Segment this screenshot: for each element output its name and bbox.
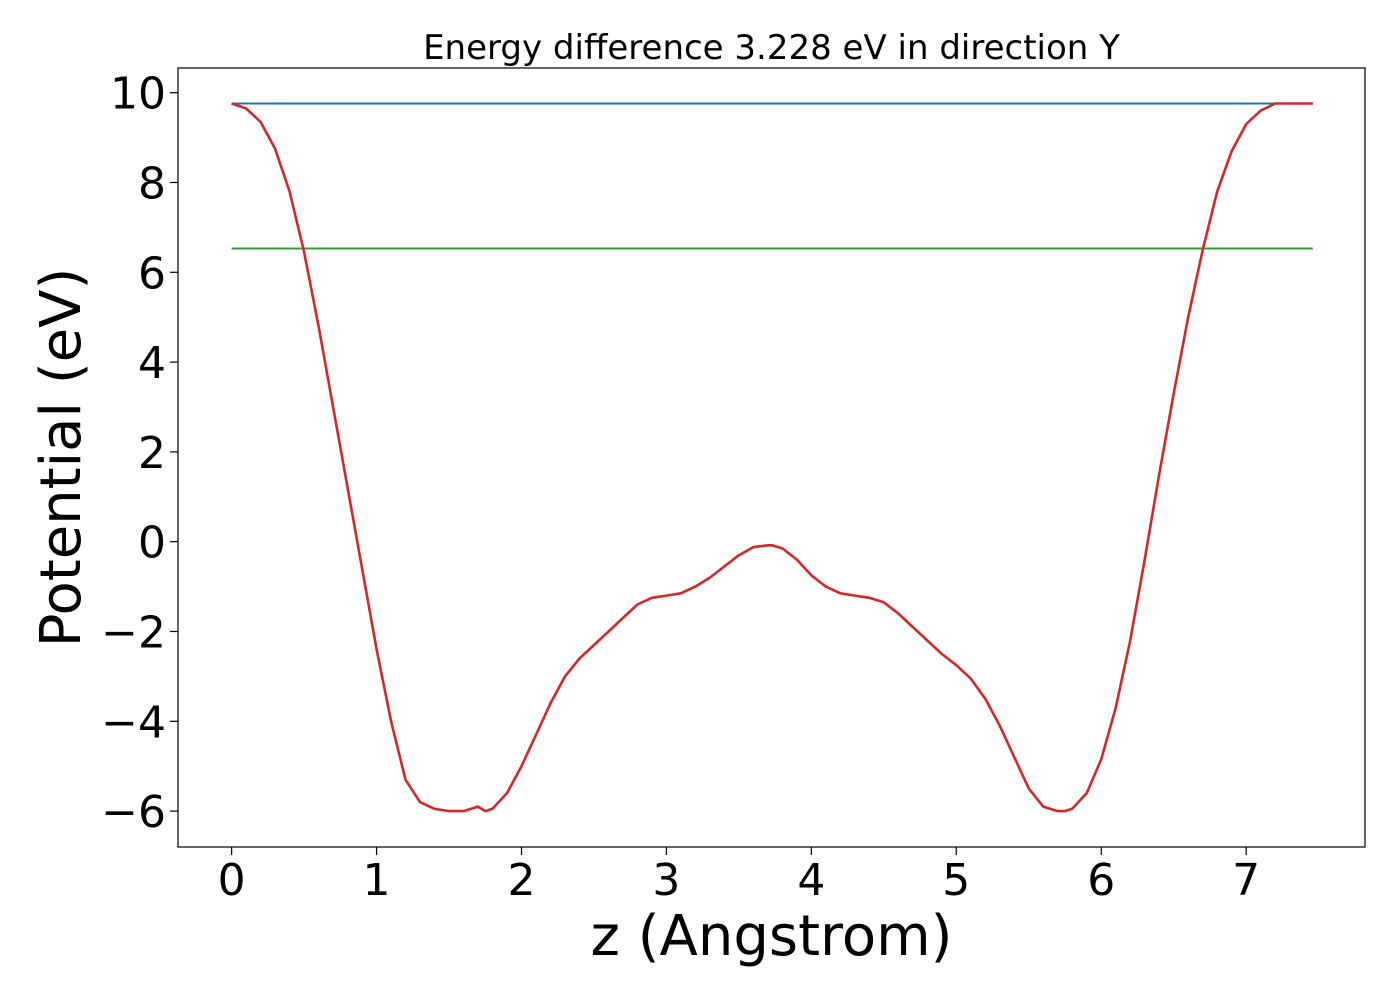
x-tick-label: 4 (797, 855, 825, 906)
y-tick-label: −4 (101, 697, 166, 748)
y-tick-label: −2 (101, 607, 166, 658)
y-tick-label: 2 (138, 428, 166, 479)
x-axis-label: z (Angstrom) (591, 904, 953, 969)
x-tick-label: 1 (363, 855, 391, 906)
y-tick-label: 4 (138, 338, 166, 389)
plot-lines (231, 102, 1313, 813)
y-tick-label: −6 (101, 787, 166, 838)
x-axis: 0 1 2 3 4 5 6 7 (218, 847, 1260, 906)
series-line-3 (231, 102, 1313, 813)
x-tick-label: 5 (942, 855, 970, 906)
x-tick-label: 7 (1232, 855, 1260, 906)
y-tick-label: 8 (138, 158, 166, 209)
y-axis-label: Potential (eV) (29, 268, 94, 648)
x-tick-label: 0 (218, 855, 246, 906)
chart-title: Energy difference 3.228 eV in direction … (423, 28, 1120, 68)
y-axis: 10 8 6 4 2 0 −2 −4 −6 (101, 69, 178, 838)
plot-frame (177, 67, 1366, 848)
y-tick-label: 6 (138, 248, 166, 299)
y-tick-label: 10 (110, 69, 166, 120)
x-tick-label: 3 (652, 855, 680, 906)
x-tick-label: 2 (507, 855, 535, 906)
y-tick-label: 0 (138, 518, 166, 569)
x-tick-label: 6 (1087, 855, 1115, 906)
